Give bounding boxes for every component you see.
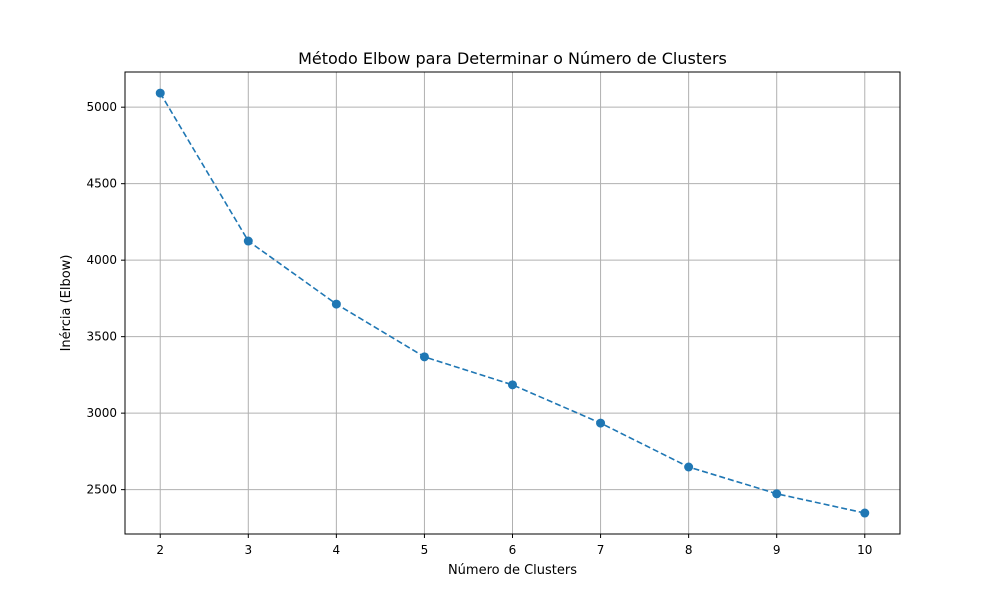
y-tick-label: 2500: [86, 483, 117, 497]
y-tick-label: 4500: [86, 177, 117, 191]
gridlines: [125, 72, 900, 534]
data-point-marker: [684, 462, 694, 472]
x-axis-label: Número de Clusters: [448, 563, 577, 578]
x-tick-label: 8: [685, 543, 693, 557]
data-point-marker: [860, 508, 870, 518]
x-tick-label: 3: [244, 543, 252, 557]
y-tick-label: 3500: [86, 330, 117, 344]
series-line: [159, 92, 865, 514]
data-point-marker: [419, 352, 429, 362]
x-tick-label: 6: [509, 543, 517, 557]
x-tick-label: 4: [333, 543, 341, 557]
y-axis-label: Inércia (Elbow): [59, 255, 74, 352]
axis-ticks: 2 3 4 5 6 7 8 9 10 2500 3000 3500 4000 4500 5000: [86, 100, 872, 557]
x-tick-label: 9: [773, 543, 781, 557]
y-tick-label: 4000: [86, 253, 117, 267]
x-tick-label: 2: [156, 543, 164, 557]
chart-title: Método Elbow para Determinar o Número de…: [298, 49, 727, 68]
data-point-marker: [772, 489, 782, 499]
x-tick-label: 7: [597, 543, 605, 557]
data-point-marker: [155, 88, 165, 98]
y-tick-label: 3000: [86, 406, 117, 420]
data-point-marker: [508, 380, 517, 390]
data-point-marker: [331, 299, 341, 309]
y-tick-label: 5000: [86, 100, 117, 114]
data-series: [155, 88, 870, 518]
x-tick-label: 10: [857, 543, 872, 557]
data-point-marker: [243, 236, 253, 246]
x-tick-label: 5: [421, 543, 429, 557]
data-point-marker: [596, 418, 606, 428]
